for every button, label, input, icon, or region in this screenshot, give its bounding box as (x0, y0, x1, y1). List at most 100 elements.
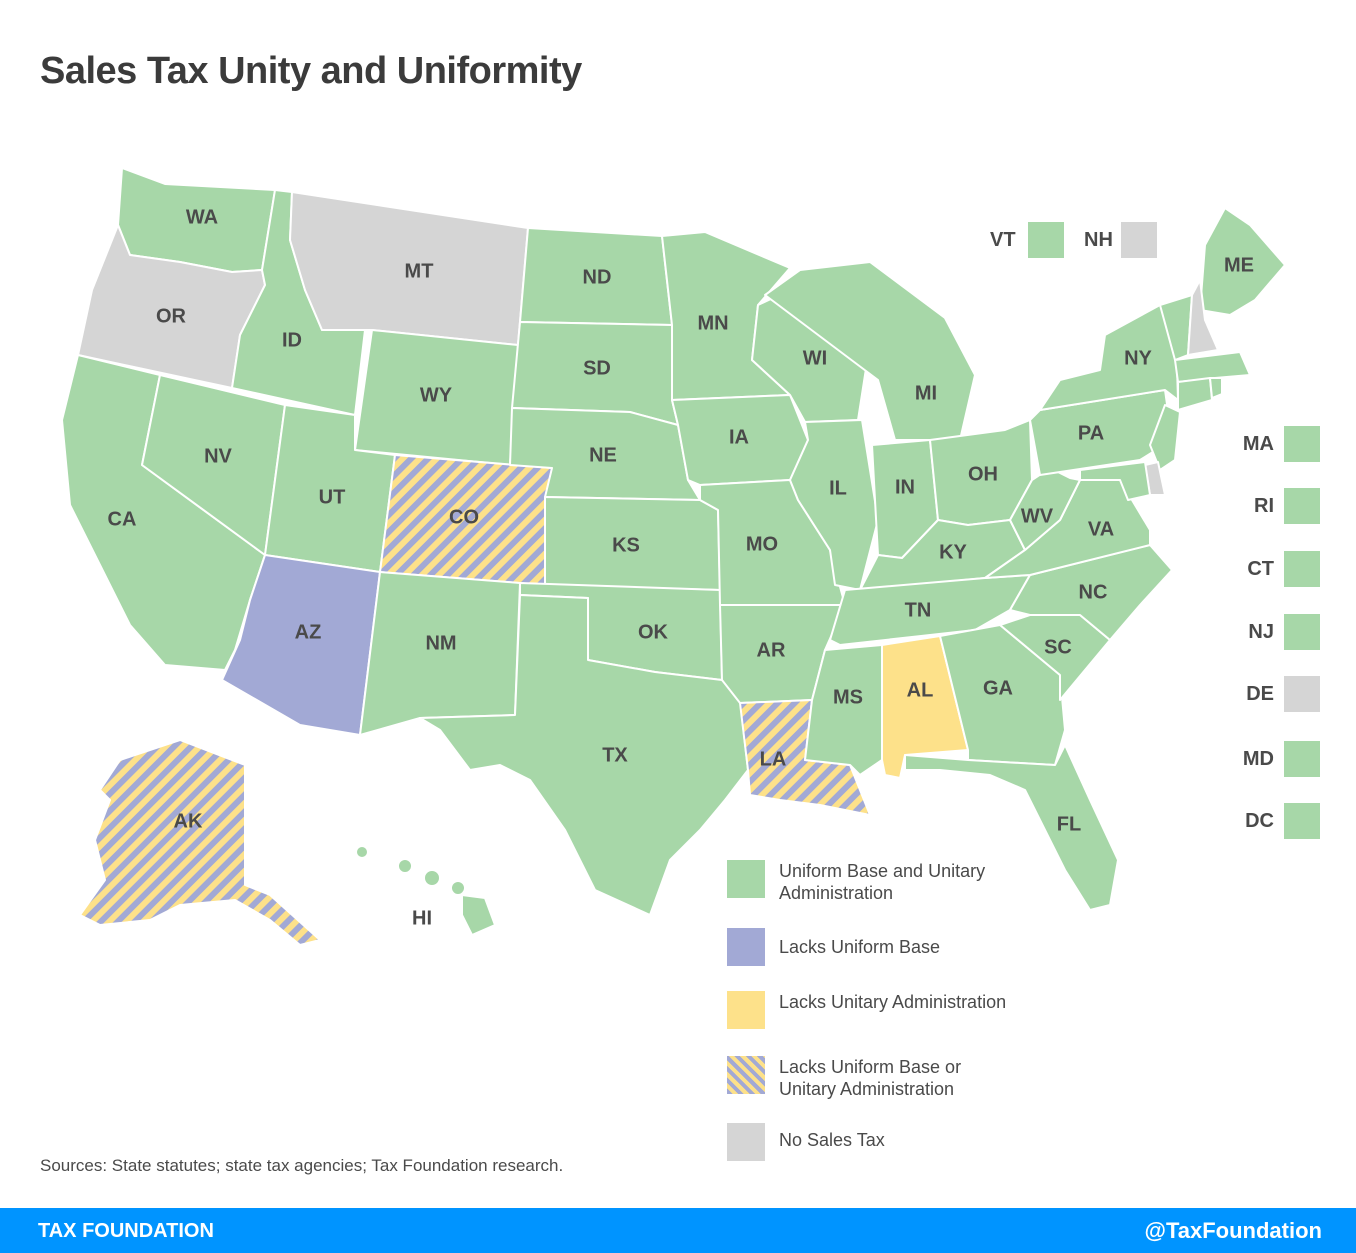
footer-handle: @TaxFoundation (1144, 1218, 1322, 1243)
footer-brand: TAX FOUNDATION (38, 1220, 214, 1242)
label-OH: OH (968, 463, 998, 485)
callout-NH-swatch (1120, 222, 1157, 258)
callout-VT-code: VT (990, 228, 1016, 251)
callout-DE: DE (1246, 676, 1320, 712)
state-FL[interactable] (904, 744, 1119, 911)
label-ME: ME (1224, 254, 1254, 276)
state-labels: WA OR CA ID NV MT WY UT AZ CO NM ND SD N… (108, 206, 1254, 929)
label-WI: WI (803, 347, 827, 369)
callout-NJ-code: NJ (1248, 620, 1274, 643)
state-HI[interactable] (355, 845, 496, 936)
label-GA: GA (983, 677, 1013, 699)
legend-label: Lacks Uniform Base or Unitary Administra… (779, 1057, 962, 1099)
label-KS: KS (612, 534, 640, 556)
state-AK[interactable] (79, 739, 321, 946)
state-MD[interactable] (1079, 461, 1151, 501)
legend-swatch-purple (727, 928, 765, 966)
label-NE: NE (589, 444, 617, 466)
legend-item-lacks-unitary: Lacks Unitary Administration (727, 991, 1019, 1029)
label-AK: AK (174, 810, 203, 832)
legend-label: No Sales Tax (779, 1130, 885, 1150)
legend-swatch-gray (727, 1123, 765, 1161)
label-OK: OK (638, 621, 669, 643)
label-IA: IA (729, 426, 749, 448)
label-NC: NC (1079, 581, 1108, 603)
label-NY: NY (1124, 347, 1152, 369)
legend-label: Uniform Base and Unitary Administration (779, 861, 986, 903)
label-NV: NV (204, 445, 232, 467)
legend-item-lacks-uniform-base: Lacks Uniform Base (727, 928, 1019, 966)
state-NJ[interactable] (1149, 404, 1181, 471)
label-UT: UT (319, 486, 346, 508)
label-MN: MN (697, 312, 728, 334)
label-MI: MI (915, 382, 937, 404)
label-WA: WA (186, 206, 218, 228)
footer-bar: TAX FOUNDATION @TaxFoundation (0, 1208, 1356, 1253)
source-note: Sources: State statutes; state tax agenc… (40, 1156, 564, 1175)
callout-MD: MD (1243, 741, 1320, 777)
label-WV: WV (1021, 505, 1054, 527)
callout-VT: VT (990, 222, 1064, 258)
callout-VT-swatch (1027, 222, 1064, 258)
label-FL: FL (1057, 813, 1081, 835)
label-AL: AL (907, 679, 934, 701)
callout-NH-code: NH (1084, 228, 1113, 251)
label-AZ: AZ (295, 621, 322, 643)
callout-MD-code: MD (1242, 747, 1274, 770)
state-TX[interactable] (419, 594, 749, 916)
label-MT: MT (405, 260, 434, 282)
label-TN: TN (905, 599, 932, 621)
legend-label: Lacks Uniform Base (779, 937, 941, 957)
label-MO: MO (746, 533, 778, 555)
label-CA: CA (108, 508, 137, 530)
label-ID: ID (282, 329, 302, 351)
callout-NJ-swatch (1284, 614, 1320, 650)
callout-NJ: NJ (1248, 614, 1320, 650)
callout-CT-code: CT (1247, 557, 1274, 580)
label-OR: OR (156, 305, 187, 327)
label-TX: TX (602, 744, 628, 766)
callout-CT: CT (1247, 551, 1320, 587)
callout-RI-swatch (1284, 488, 1320, 524)
label-WY: WY (420, 384, 453, 406)
state-IL[interactable] (789, 419, 879, 591)
callout-RI: RI (1254, 488, 1320, 524)
callout-DC-code: DC (1245, 809, 1274, 832)
legend-item-lacks-both: Lacks Uniform Base or Unitary Administra… (727, 1056, 1019, 1100)
callout-MA-code: MA (1242, 432, 1274, 455)
callout-DE-code: DE (1246, 682, 1274, 705)
callout-DC: DC (1245, 803, 1320, 839)
legend-swatch-green (727, 860, 765, 898)
label-NM: NM (425, 632, 456, 654)
state-CT[interactable] (1177, 377, 1213, 411)
callout-NH: NH (1084, 222, 1157, 258)
callout-DE-swatch (1284, 676, 1320, 712)
callout-MD-swatch (1284, 741, 1320, 777)
legend-label: Lacks Unitary Administration (779, 992, 1007, 1012)
state-MA[interactable] (1174, 351, 1251, 383)
label-MS: MS (833, 686, 863, 708)
state-NH[interactable] (1187, 279, 1219, 356)
label-PA: PA (1078, 422, 1104, 444)
state-RI[interactable] (1209, 377, 1223, 399)
callout-MA-swatch (1284, 426, 1320, 462)
state-ME[interactable] (1199, 207, 1286, 316)
legend-swatch-striped (727, 1056, 765, 1094)
legend-item-uniform-unitary: Uniform Base and Unitary Administration (727, 860, 1019, 904)
callout-CT-swatch (1284, 551, 1320, 587)
callout-DC-swatch (1284, 803, 1320, 839)
label-SD: SD (583, 357, 611, 379)
state-WV[interactable] (1009, 467, 1081, 551)
legend-swatch-yellow (727, 991, 765, 1029)
state-MI[interactable] (764, 261, 976, 441)
label-HI: HI (412, 907, 432, 929)
label-KY: KY (939, 541, 967, 563)
map-title: Sales Tax Unity and Uniformity (40, 50, 582, 92)
label-CO: CO (449, 506, 479, 528)
legend-item-no-sales-tax: No Sales Tax (727, 1123, 1019, 1161)
label-VA: VA (1088, 518, 1114, 540)
label-SC: SC (1044, 636, 1072, 658)
callout-RI-code: RI (1254, 494, 1274, 517)
us-state-map: WA OR CA ID NV MT WY UT AZ CO NM ND SD N… (61, 167, 1286, 946)
label-AR: AR (757, 639, 786, 661)
